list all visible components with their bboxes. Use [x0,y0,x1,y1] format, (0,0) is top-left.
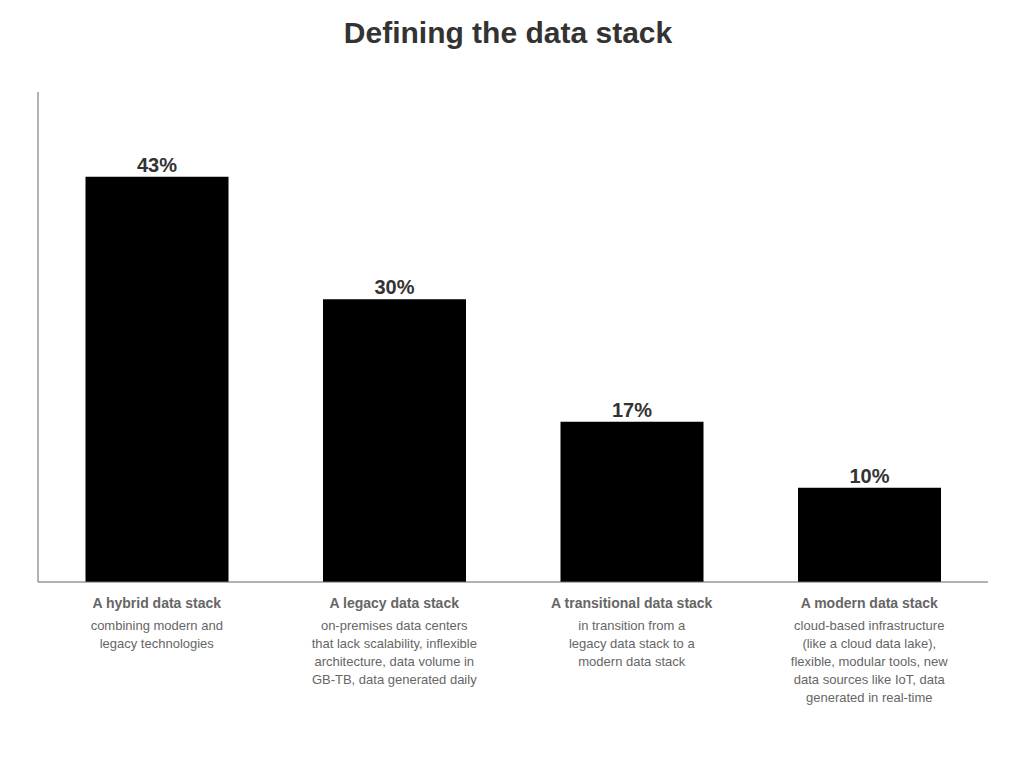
svg-text:A hybrid data stack: A hybrid data stack [92,595,221,611]
svg-text:10%: 10% [849,465,889,487]
svg-text:A transitional data stack: A transitional data stack [551,595,713,611]
svg-text:30%: 30% [374,276,414,298]
svg-text:cloud-based infrastructure(lik: cloud-based infrastructure(like a cloud … [791,618,948,705]
svg-text:17%: 17% [612,399,652,421]
html-text:Defining the data stack: Defining the data stack [343,16,673,49]
svg-text:on-premises data centersthat l: on-premises data centersthat lack scalab… [312,618,477,687]
svg-text:A legacy data stack: A legacy data stack [330,595,460,611]
svg-text:A modern data stack: A modern data stack [801,595,938,611]
svg-text:43%: 43% [137,154,177,176]
svg-text:in transition from alegacy dat: in transition from alegacy data stack to… [569,618,696,669]
svg-text:combining modern andlegacy tec: combining modern andlegacy technologies [91,618,223,651]
